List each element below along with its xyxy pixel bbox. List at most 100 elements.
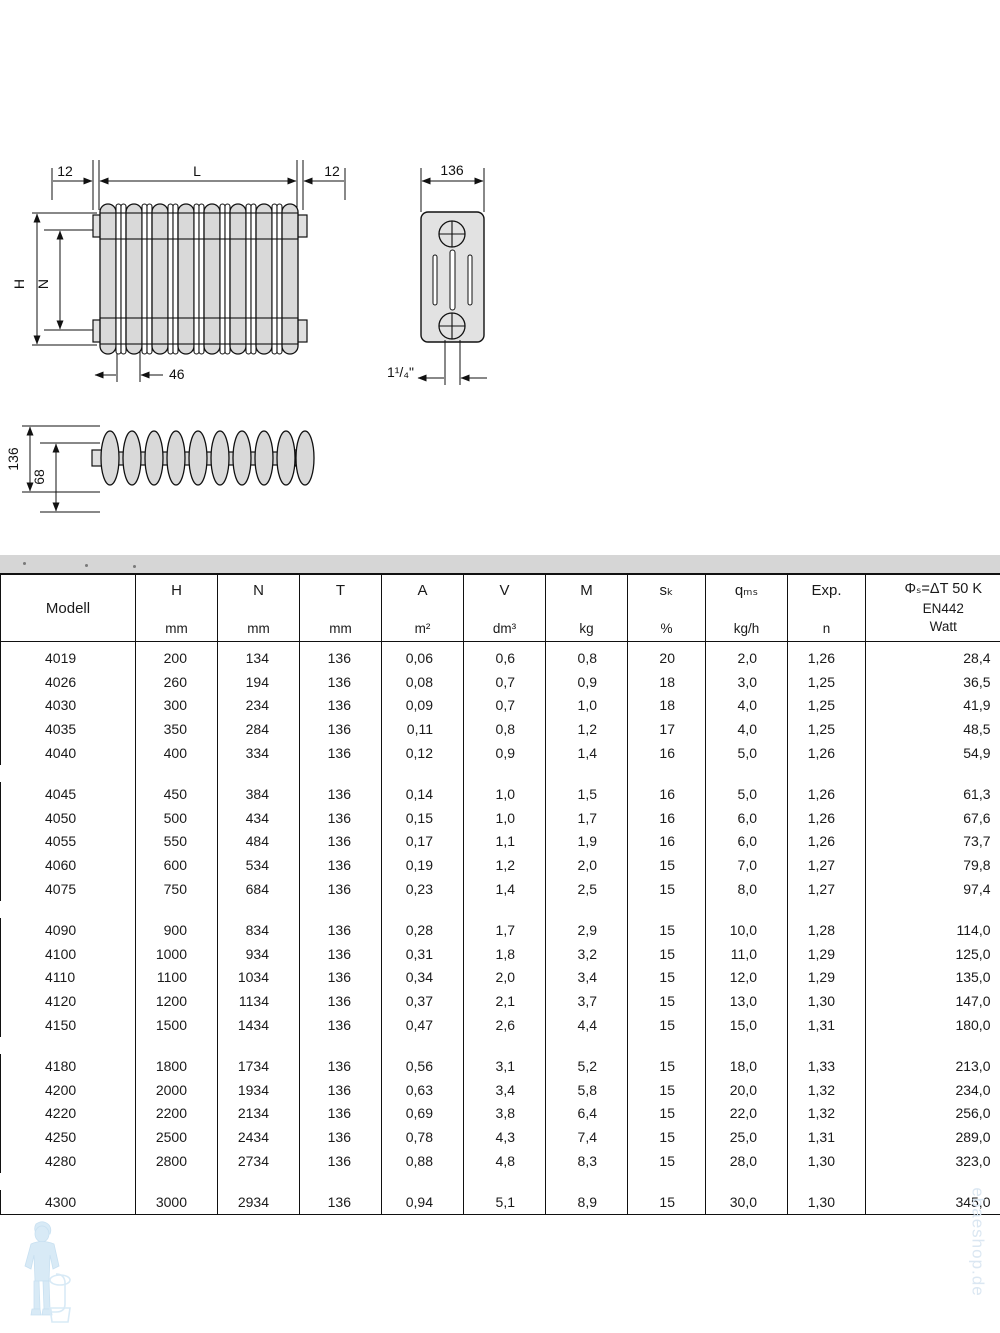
cell-a: 0,14 <box>381 781 464 806</box>
cell-sk: 17 <box>627 717 706 742</box>
col-header-h-unit: mm <box>165 620 188 636</box>
cell-m: 1,5 <box>545 781 628 806</box>
col-header-phi-symbol: Φₛ=ΔT 50 K <box>904 581 983 597</box>
col-header-a: A m² <box>381 573 464 642</box>
cell-sk: 15 <box>627 1077 706 1102</box>
group-spacer <box>1 900 1000 918</box>
side-view-group: 136 1¹/₄" <box>387 162 487 385</box>
col-header-m: M kg <box>545 573 628 642</box>
cell-v: 4,8 <box>463 1149 546 1173</box>
table-row: 4090 900 834 136 0,28 1,7 2,9 15 10,0 1,… <box>0 917 1000 942</box>
col-header-sk-unit: % <box>660 620 673 636</box>
cell-qms: 5,0 <box>705 781 788 806</box>
cell-exp: 1,31 <box>787 1013 866 1037</box>
cell-v: 1,0 <box>463 781 546 806</box>
cell-t: 136 <box>299 965 382 990</box>
cell-n: 134 <box>217 641 300 670</box>
cell-a: 0,31 <box>381 941 464 966</box>
cell-v: 1,4 <box>463 877 546 901</box>
cell-qms: 28,0 <box>705 1149 788 1173</box>
col-header-t: T mm <box>299 573 382 642</box>
cell-a: 0,11 <box>381 717 464 742</box>
cell-a: 0,94 <box>381 1189 464 1215</box>
cell-a: 0,78 <box>381 1125 464 1150</box>
cell-n: 1134 <box>217 989 300 1014</box>
group-spacer <box>1 764 1000 782</box>
cell-h: 1100 <box>135 965 218 990</box>
cell-v: 1,1 <box>463 829 546 854</box>
table-row: 4060 600 534 136 0,19 1,2 2,0 15 7,0 1,2… <box>0 853 1000 878</box>
cell-qms: 4,0 <box>705 717 788 742</box>
cell-v: 1,0 <box>463 805 546 830</box>
cell-qms: 10,0 <box>705 917 788 942</box>
cell-t: 136 <box>299 641 382 670</box>
cell-v: 0,8 <box>463 717 546 742</box>
cell-sk: 15 <box>627 877 706 901</box>
cell-a: 0,08 <box>381 669 464 694</box>
cell-qms: 7,0 <box>705 853 788 878</box>
col-header-sk-symbol: sₖ <box>659 581 674 599</box>
cell-a: 0,69 <box>381 1101 464 1126</box>
cell-n: 684 <box>217 877 300 901</box>
cell-t: 136 <box>299 1101 382 1126</box>
cell-sk: 15 <box>627 965 706 990</box>
cell-exp: 1,30 <box>787 1149 866 1173</box>
col-header-v-unit: dm³ <box>492 620 517 636</box>
cell-a: 0,63 <box>381 1077 464 1102</box>
cell-sk: 15 <box>627 917 706 942</box>
artifact-dot <box>23 562 26 565</box>
cell-phi: 213,0 <box>865 1053 1000 1078</box>
col-header-exp-symbol: Exp. <box>811 581 842 599</box>
cell-qms: 2,0 <box>705 641 788 670</box>
cell-t: 136 <box>299 1125 382 1150</box>
cell-sk: 18 <box>627 669 706 694</box>
cell-h: 200 <box>135 641 218 670</box>
cell-n: 2134 <box>217 1101 300 1126</box>
cell-t: 136 <box>299 1149 382 1173</box>
cell-phi: 289,0 <box>865 1125 1000 1150</box>
cell-m: 0,9 <box>545 669 628 694</box>
cell-n: 2934 <box>217 1189 300 1215</box>
cell-phi: 97,4 <box>865 877 1000 901</box>
cell-m: 2,5 <box>545 877 628 901</box>
col-header-t-symbol: T <box>335 581 346 599</box>
table-row: 4075 750 684 136 0,23 1,4 2,5 15 8,0 1,2… <box>0 877 1000 901</box>
cell-m: 2,0 <box>545 853 628 878</box>
cell-t: 136 <box>299 989 382 1014</box>
col-header-a-symbol: A <box>417 581 428 599</box>
cell-t: 136 <box>299 693 382 718</box>
cell-sk: 15 <box>627 1189 706 1215</box>
cell-exp: 1,32 <box>787 1101 866 1126</box>
cell-t: 136 <box>299 781 382 806</box>
cell-sk: 16 <box>627 741 706 765</box>
cell-v: 5,1 <box>463 1189 546 1215</box>
cell-a: 0,34 <box>381 965 464 990</box>
cell-qms: 6,0 <box>705 805 788 830</box>
table-row: 4045 450 384 136 0,14 1,0 1,5 16 5,0 1,2… <box>0 781 1000 806</box>
cell-qms: 3,0 <box>705 669 788 694</box>
top-view-group: 136 68 <box>5 425 315 513</box>
cell-sk: 15 <box>627 853 706 878</box>
cell-h: 450 <box>135 781 218 806</box>
watermark-plumber-logo <box>24 1221 71 1323</box>
table-row: 4250 2500 2434 136 0,78 4,3 7,4 15 25,0 … <box>0 1125 1000 1150</box>
cell-modell: 4060 <box>0 853 136 878</box>
cell-m: 6,4 <box>545 1101 628 1126</box>
cell-exp: 1,25 <box>787 693 866 718</box>
cell-v: 0,9 <box>463 741 546 765</box>
cell-h: 2500 <box>135 1125 218 1150</box>
col-header-m-symbol: M <box>580 581 593 599</box>
cell-a: 0,19 <box>381 853 464 878</box>
cell-v: 1,7 <box>463 917 546 942</box>
table-bottom-rule <box>0 1213 1000 1220</box>
cell-n: 834 <box>217 917 300 942</box>
front-view-group: 12 L 12 H N 46 <box>11 160 346 382</box>
col-header-phi-unit: Watt <box>929 618 957 634</box>
cell-v: 3,1 <box>463 1053 546 1078</box>
cell-a: 0,47 <box>381 1013 464 1037</box>
table-row: 4280 2800 2734 136 0,88 4,8 8,3 15 28,0 … <box>0 1149 1000 1173</box>
cell-t: 136 <box>299 1053 382 1078</box>
cell-m: 1,9 <box>545 829 628 854</box>
table-row: 4100 1000 934 136 0,31 1,8 3,2 15 11,0 1… <box>0 941 1000 966</box>
cell-t: 136 <box>299 1189 382 1215</box>
